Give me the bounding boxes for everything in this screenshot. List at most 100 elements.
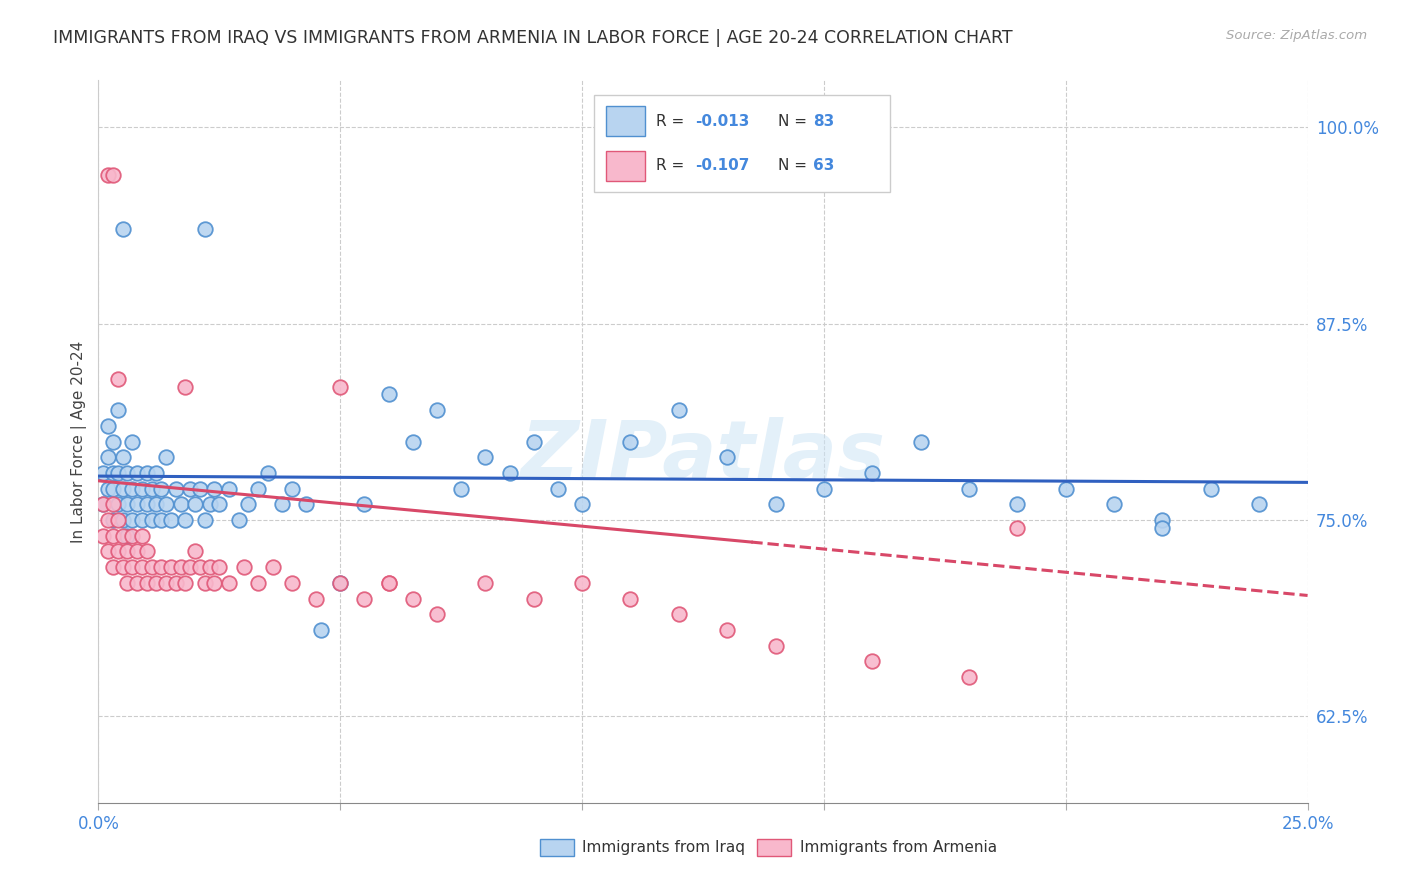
Point: [1102, 497, 1125, 511]
Point: [107, 466, 129, 480]
Point: [232, 560, 254, 574]
Point: [295, 497, 318, 511]
Point: [174, 513, 197, 527]
Point: [218, 482, 240, 496]
Point: [145, 497, 167, 511]
Point: [619, 591, 641, 606]
Point: [127, 575, 149, 590]
Point: [169, 497, 191, 511]
Point: [247, 575, 270, 590]
Point: [97, 450, 120, 465]
Point: [571, 575, 593, 590]
Point: [353, 591, 375, 606]
Point: [174, 379, 197, 393]
Point: [218, 575, 240, 590]
Point: [377, 575, 399, 590]
FancyBboxPatch shape: [758, 838, 792, 856]
Text: Source: ZipAtlas.com: Source: ZipAtlas.com: [1226, 29, 1367, 42]
Point: [101, 560, 124, 574]
Point: [101, 482, 124, 496]
Point: [813, 482, 835, 496]
Point: [208, 497, 231, 511]
Point: [716, 450, 738, 465]
Point: [1152, 513, 1174, 527]
Point: [179, 482, 201, 496]
Point: [474, 450, 496, 465]
Point: [165, 482, 187, 496]
Point: [716, 623, 738, 637]
Point: [145, 575, 167, 590]
Point: [547, 482, 569, 496]
Point: [111, 513, 134, 527]
Point: [135, 544, 157, 558]
Point: [101, 513, 124, 527]
Point: [107, 372, 129, 386]
Point: [305, 591, 328, 606]
Point: [957, 482, 980, 496]
Point: [329, 379, 352, 393]
Point: [1007, 521, 1029, 535]
Point: [141, 482, 163, 496]
Point: [121, 482, 143, 496]
Point: [1152, 521, 1174, 535]
Point: [179, 560, 201, 574]
Point: [450, 482, 472, 496]
Point: [117, 575, 139, 590]
Point: [377, 387, 399, 401]
Point: [111, 529, 134, 543]
Point: [619, 434, 641, 449]
Point: [668, 607, 690, 622]
Point: [309, 623, 332, 637]
Text: IMMIGRANTS FROM IRAQ VS IMMIGRANTS FROM ARMENIA IN LABOR FORCE | AGE 20-24 CORRE: IMMIGRANTS FROM IRAQ VS IMMIGRANTS FROM …: [53, 29, 1014, 46]
Point: [107, 544, 129, 558]
Point: [571, 497, 593, 511]
Point: [353, 497, 375, 511]
Point: [169, 560, 191, 574]
Point: [101, 434, 124, 449]
Point: [160, 560, 183, 574]
Text: Immigrants from Armenia: Immigrants from Armenia: [800, 840, 997, 855]
Point: [957, 670, 980, 684]
Point: [111, 450, 134, 465]
Point: [1249, 497, 1271, 511]
Point: [668, 403, 690, 417]
Point: [377, 575, 399, 590]
Point: [121, 513, 143, 527]
Point: [135, 466, 157, 480]
Point: [860, 655, 883, 669]
Point: [194, 575, 217, 590]
Point: [121, 560, 143, 574]
Point: [155, 575, 177, 590]
Point: [523, 591, 546, 606]
Point: [198, 560, 221, 574]
FancyBboxPatch shape: [540, 838, 574, 856]
Point: [97, 513, 120, 527]
Point: [208, 560, 231, 574]
Point: [111, 482, 134, 496]
Point: [91, 497, 114, 511]
Point: [101, 497, 124, 511]
Point: [194, 513, 217, 527]
Point: [131, 513, 153, 527]
Point: [127, 497, 149, 511]
Point: [91, 466, 114, 480]
Point: [131, 529, 153, 543]
Point: [150, 560, 173, 574]
Point: [121, 529, 143, 543]
Point: [256, 466, 278, 480]
Point: [117, 544, 139, 558]
Point: [194, 222, 217, 236]
Point: [1054, 482, 1077, 496]
Point: [271, 497, 294, 511]
Point: [145, 466, 167, 480]
Point: [765, 639, 787, 653]
Point: [150, 513, 173, 527]
Point: [184, 544, 207, 558]
Point: [281, 482, 304, 496]
Point: [155, 497, 177, 511]
Point: [204, 575, 226, 590]
Point: [131, 560, 153, 574]
Point: [204, 482, 226, 496]
Point: [329, 575, 352, 590]
Point: [111, 222, 134, 236]
